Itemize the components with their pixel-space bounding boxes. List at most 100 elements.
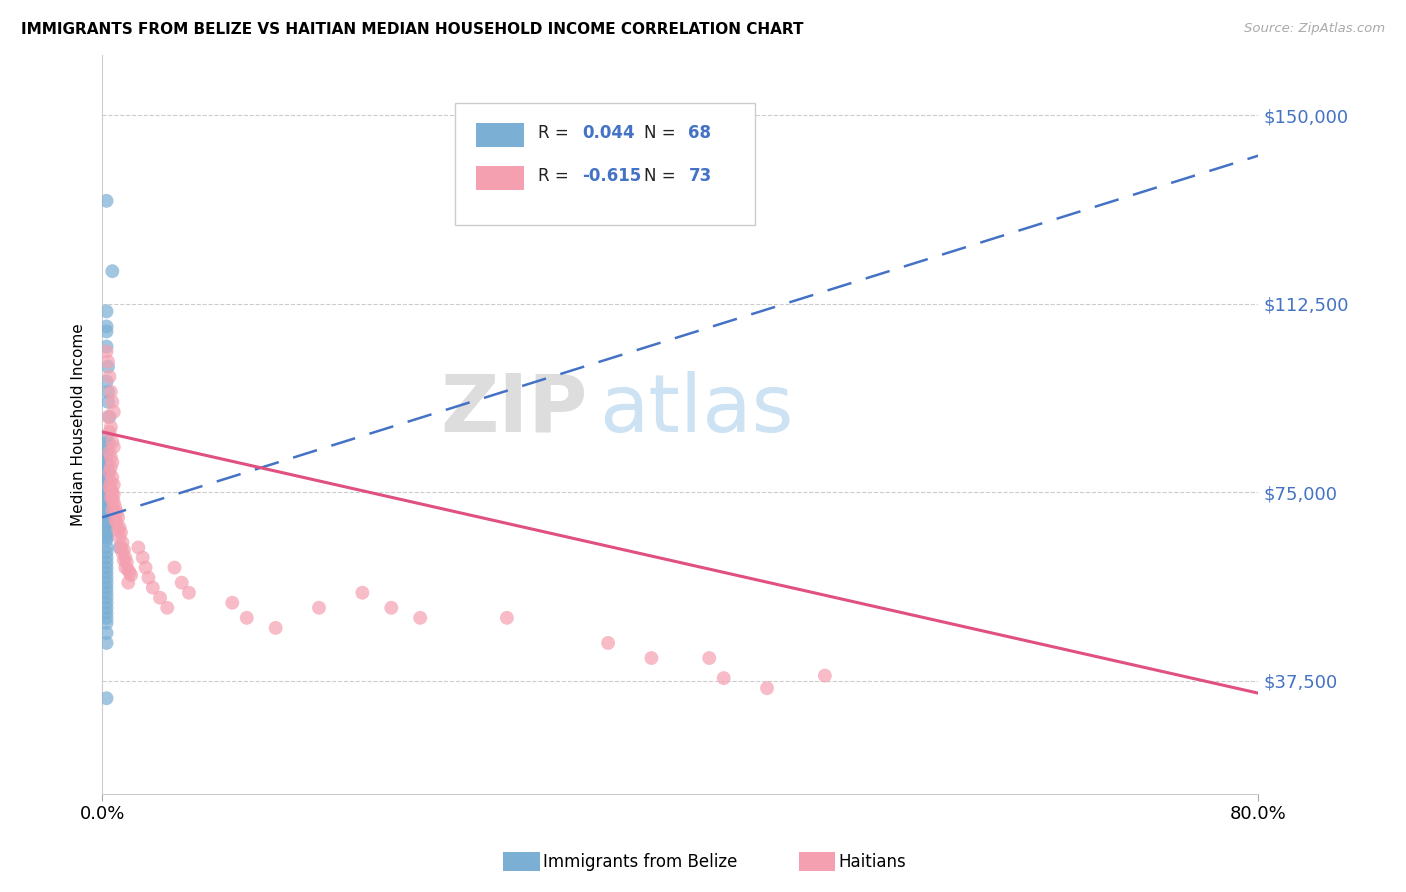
Point [96, 510, 118, 524]
Point [380, 600, 402, 615]
Point [96, 319, 118, 334]
Point [101, 435, 124, 450]
Point [163, 560, 186, 574]
Point [97, 354, 120, 368]
Point [110, 525, 132, 540]
Point [108, 520, 131, 534]
Point [96, 344, 118, 359]
Point [98, 425, 121, 439]
Point [120, 568, 142, 582]
Point [98, 409, 121, 424]
Point [101, 492, 124, 507]
Point [96, 462, 118, 476]
Point [142, 581, 165, 595]
Point [697, 651, 720, 665]
Y-axis label: Median Household Income: Median Household Income [72, 323, 86, 525]
Point [97, 508, 120, 522]
Point [96, 541, 118, 555]
Point [115, 556, 138, 570]
Point [107, 523, 129, 537]
Point [98, 480, 121, 494]
Point [104, 513, 127, 527]
Point [96, 611, 118, 625]
Point [100, 420, 122, 434]
Point [96, 560, 118, 574]
Point [96, 325, 118, 339]
Point [96, 606, 118, 620]
Point [100, 483, 122, 497]
Point [104, 500, 127, 515]
Point [352, 585, 374, 599]
Point [97, 394, 120, 409]
Point [235, 611, 257, 625]
Point [96, 585, 118, 599]
Point [96, 566, 118, 580]
Point [170, 575, 193, 590]
Point [105, 505, 128, 519]
Point [100, 450, 122, 464]
Point [117, 575, 139, 590]
Point [96, 450, 118, 464]
Point [103, 477, 125, 491]
Point [131, 550, 153, 565]
Point [98, 445, 121, 459]
Point [96, 513, 118, 527]
Point [221, 596, 243, 610]
Point [96, 517, 118, 532]
Point [112, 553, 135, 567]
Text: R =: R = [538, 124, 574, 142]
Point [96, 636, 118, 650]
FancyBboxPatch shape [456, 103, 755, 225]
Point [103, 440, 125, 454]
Point [713, 671, 735, 685]
Point [118, 566, 141, 580]
Point [96, 488, 118, 502]
Point [101, 264, 124, 278]
Point [96, 194, 118, 208]
Point [101, 455, 124, 469]
Text: IMMIGRANTS FROM BELIZE VS HAITIAN MEDIAN HOUSEHOLD INCOME CORRELATION CHART: IMMIGRANTS FROM BELIZE VS HAITIAN MEDIAN… [21, 22, 804, 37]
Text: N =: N = [644, 124, 682, 142]
Point [97, 516, 120, 530]
Point [110, 541, 132, 555]
Point [97, 435, 120, 450]
Point [177, 585, 200, 599]
Point [496, 611, 519, 625]
Point [112, 543, 135, 558]
Text: 0.044: 0.044 [582, 124, 634, 142]
Point [308, 600, 330, 615]
Point [96, 339, 118, 353]
Point [596, 636, 619, 650]
FancyBboxPatch shape [475, 166, 524, 190]
Point [96, 503, 118, 517]
Point [96, 581, 118, 595]
Point [96, 304, 118, 318]
Point [96, 440, 118, 454]
Point [96, 445, 118, 459]
Point [96, 600, 118, 615]
Text: ZIP: ZIP [440, 371, 588, 449]
Point [101, 394, 124, 409]
Point [97, 359, 120, 374]
Point [96, 523, 118, 537]
Point [96, 455, 118, 469]
Point [111, 535, 134, 549]
Point [96, 495, 118, 509]
Point [96, 477, 118, 491]
Point [101, 470, 124, 484]
Point [103, 495, 125, 509]
Point [103, 488, 125, 502]
Point [96, 473, 118, 487]
Point [100, 475, 122, 490]
FancyBboxPatch shape [475, 123, 524, 146]
Point [96, 591, 118, 605]
Point [96, 556, 118, 570]
Text: -0.615: -0.615 [582, 167, 641, 185]
Point [264, 621, 287, 635]
Point [96, 490, 118, 504]
Point [114, 560, 136, 574]
Point [97, 492, 120, 507]
Point [756, 681, 779, 695]
Point [97, 465, 120, 479]
Point [97, 384, 120, 399]
